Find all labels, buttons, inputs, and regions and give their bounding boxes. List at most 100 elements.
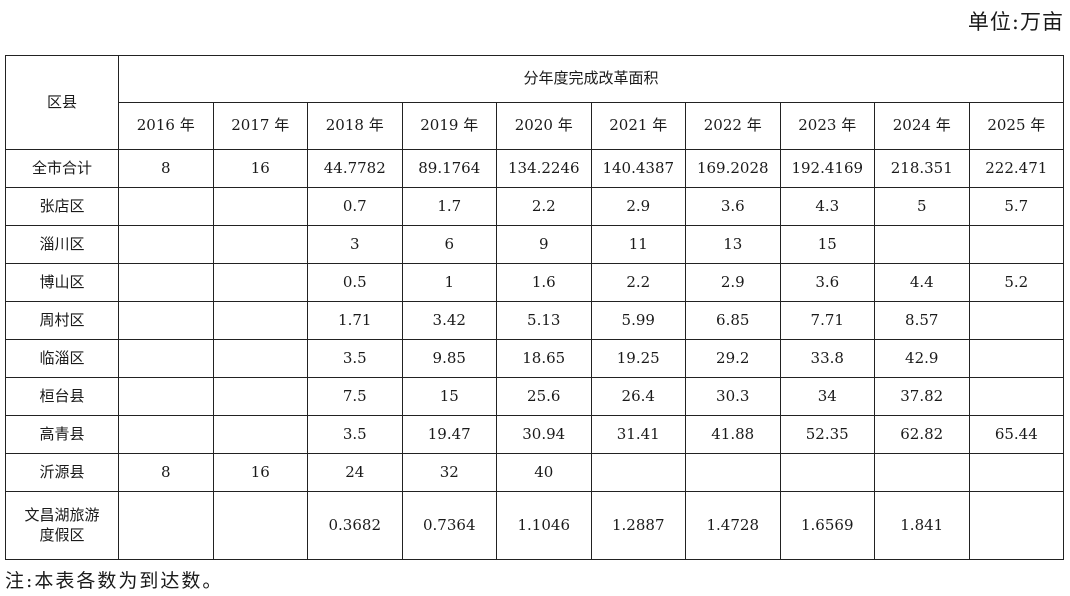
table-row: 博山区 0.5 1 1.6 2.2 2.9 3.6 4.4 5.2 bbox=[5, 263, 1065, 302]
value-cell bbox=[212, 187, 308, 226]
value-cell: 2.9 bbox=[590, 187, 686, 226]
value-cell: 6.85 bbox=[685, 301, 781, 340]
value-cell: 3.6 bbox=[779, 263, 875, 302]
value-cell: 8 bbox=[118, 453, 214, 492]
value-cell: 3.42 bbox=[401, 301, 497, 340]
value-cell bbox=[212, 491, 308, 560]
table-row: 文昌湖旅游 度假区 0.3682 0.7364 1.1046 1.2887 1.4728 1.… bbox=[5, 491, 1065, 560]
value-cell: 1.1046 bbox=[496, 491, 592, 560]
value-cell: 1 bbox=[401, 263, 497, 302]
value-cell: 25.6 bbox=[496, 377, 592, 416]
value-cell: 31.41 bbox=[590, 415, 686, 454]
region-name: 沂源县 bbox=[5, 453, 119, 492]
value-cell: 9 bbox=[496, 225, 592, 264]
value-cell: 5 bbox=[874, 187, 970, 226]
year-header: 2017 年 bbox=[212, 102, 308, 150]
value-cell bbox=[118, 491, 214, 560]
value-cell: 8.57 bbox=[874, 301, 970, 340]
value-cell: 5.7 bbox=[968, 187, 1065, 226]
value-cell: 65.44 bbox=[968, 415, 1065, 454]
value-cell bbox=[118, 415, 214, 454]
value-cell: 16 bbox=[212, 149, 308, 188]
value-cell: 3.6 bbox=[685, 187, 781, 226]
value-cell: 1.71 bbox=[307, 301, 403, 340]
value-cell: 30.3 bbox=[685, 377, 781, 416]
value-cell: 140.4387 bbox=[590, 149, 686, 188]
value-cell bbox=[212, 263, 308, 302]
table-row: 淄川区 3 6 9 11 13 15 bbox=[5, 225, 1065, 264]
value-cell: 192.4169 bbox=[779, 149, 875, 188]
value-cell: 26.4 bbox=[590, 377, 686, 416]
value-cell bbox=[212, 415, 308, 454]
year-header: 2016 年 bbox=[118, 102, 214, 150]
value-cell: 44.7782 bbox=[307, 149, 403, 188]
region-name: 周村区 bbox=[5, 301, 119, 340]
value-cell bbox=[968, 453, 1065, 492]
region-name-line: 度假区 bbox=[39, 525, 85, 544]
value-cell: 1.2887 bbox=[590, 491, 686, 560]
region-name: 全市合计 bbox=[5, 149, 119, 188]
area-table: 区县 分年度完成改革面积 2016 年 2017 年 2018 年 2019 年 202… bbox=[5, 55, 1065, 560]
value-cell: 1.6569 bbox=[779, 491, 875, 560]
value-cell: 5.2 bbox=[968, 263, 1065, 302]
table-row: 桓台县 7.5 15 25.6 26.4 30.3 34 37.82 bbox=[5, 377, 1065, 416]
value-cell: 4.4 bbox=[874, 263, 970, 302]
value-cell: 5.13 bbox=[496, 301, 592, 340]
value-cell: 2.2 bbox=[590, 263, 686, 302]
value-cell: 29.2 bbox=[685, 339, 781, 378]
value-cell: 15 bbox=[779, 225, 875, 264]
year-header: 2023 年 bbox=[779, 102, 875, 150]
value-cell: 222.471 bbox=[968, 149, 1065, 188]
value-cell bbox=[968, 377, 1065, 416]
region-name: 临淄区 bbox=[5, 339, 119, 378]
year-header: 2020 年 bbox=[496, 102, 592, 150]
year-header: 2025 年 bbox=[968, 102, 1065, 150]
value-cell: 1.7 bbox=[401, 187, 497, 226]
value-cell: 0.7 bbox=[307, 187, 403, 226]
year-header: 2018 年 bbox=[307, 102, 403, 150]
value-cell bbox=[118, 301, 214, 340]
value-cell bbox=[118, 187, 214, 226]
year-header: 2021 年 bbox=[590, 102, 686, 150]
table-note: 注:本表各数为到达数。 bbox=[5, 570, 224, 592]
value-cell bbox=[968, 491, 1065, 560]
region-header: 区县 bbox=[5, 55, 119, 150]
value-cell: 62.82 bbox=[874, 415, 970, 454]
value-cell: 89.1764 bbox=[401, 149, 497, 188]
value-cell: 19.47 bbox=[401, 415, 497, 454]
value-cell: 42.9 bbox=[874, 339, 970, 378]
table-row: 周村区 1.71 3.42 5.13 5.99 6.85 7.71 8.57 bbox=[5, 301, 1065, 340]
value-cell bbox=[874, 453, 970, 492]
value-cell bbox=[212, 225, 308, 264]
value-cell bbox=[212, 301, 308, 340]
value-cell bbox=[874, 225, 970, 264]
value-cell: 2.2 bbox=[496, 187, 592, 226]
table-row: 沂源县 8 16 24 32 40 bbox=[5, 453, 1065, 492]
value-cell bbox=[590, 453, 686, 492]
unit-label: 单位:万亩 bbox=[967, 10, 1064, 34]
region-name: 张店区 bbox=[5, 187, 119, 226]
value-cell bbox=[118, 339, 214, 378]
value-cell: 7.71 bbox=[779, 301, 875, 340]
value-cell: 3 bbox=[307, 225, 403, 264]
value-cell: 52.35 bbox=[779, 415, 875, 454]
value-cell: 2.9 bbox=[685, 263, 781, 302]
value-cell: 32 bbox=[401, 453, 497, 492]
region-name-line: 文昌湖旅游 bbox=[24, 506, 100, 524]
region-name: 淄川区 bbox=[5, 225, 119, 264]
value-cell: 8 bbox=[118, 149, 214, 188]
value-cell: 1.6 bbox=[496, 263, 592, 302]
value-cell: 4.3 bbox=[779, 187, 875, 226]
value-cell: 24 bbox=[307, 453, 403, 492]
value-cell bbox=[212, 377, 308, 416]
value-cell: 6 bbox=[401, 225, 497, 264]
value-cell: 13 bbox=[685, 225, 781, 264]
value-cell: 3.5 bbox=[307, 339, 403, 378]
value-cell: 16 bbox=[212, 453, 308, 492]
value-cell: 30.94 bbox=[496, 415, 592, 454]
table-row: 全市合计 8 16 44.7782 89.1764 134.2246 140.4387 169… bbox=[5, 149, 1065, 188]
value-cell: 33.8 bbox=[779, 339, 875, 378]
value-cell: 15 bbox=[401, 377, 497, 416]
value-cell: 9.85 bbox=[401, 339, 497, 378]
value-cell: 19.25 bbox=[590, 339, 686, 378]
